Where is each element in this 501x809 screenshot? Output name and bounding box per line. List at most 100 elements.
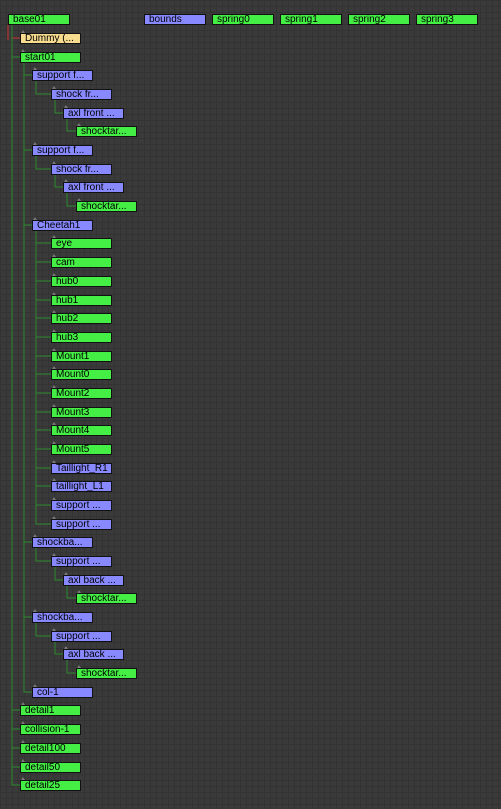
tree-node-shocktar[interactable]: shocktar... — [76, 593, 137, 604]
tree-node-axl-back[interactable]: axl back ... — [63, 575, 124, 586]
tree-node-shocktar[interactable]: shocktar... — [76, 126, 137, 137]
hierarchy-link — [35, 231, 51, 431]
node-label: spring1 — [285, 14, 318, 25]
tree-node-eye[interactable]: eye — [51, 238, 112, 249]
node-label: shocktar... — [81, 593, 127, 604]
tree-node-shock-fr[interactable]: shock fr... — [51, 89, 112, 100]
tree-node-support[interactable]: support ... — [51, 519, 112, 530]
tree-node-collision-1[interactable]: collision-1 — [20, 724, 81, 735]
node-label: hub3 — [56, 332, 79, 343]
tree-node-start01[interactable]: start01 — [20, 52, 81, 63]
node-label: detail25 — [25, 780, 61, 791]
tree-node-mount5[interactable]: Mount5 — [51, 444, 112, 455]
node-bounds[interactable]: bounds — [144, 14, 206, 25]
node-label: bounds — [149, 14, 182, 25]
hierarchy-link — [66, 119, 76, 132]
node-label: col-1 — [37, 687, 59, 698]
node-base01[interactable]: base01 — [8, 14, 70, 25]
hierarchy-link — [35, 81, 51, 95]
node-label: shock fr... — [56, 164, 99, 175]
tree-node-taillight-l1[interactable]: taillight_L1 — [51, 481, 112, 492]
tree-node-detail100[interactable]: detail100 — [20, 743, 81, 754]
node-label: detail1 — [25, 705, 55, 716]
node-label: spring2 — [353, 14, 386, 25]
tree-node-shock-fr[interactable]: shock fr... — [51, 164, 112, 175]
node-label: base01 — [13, 14, 46, 25]
node-label: Mount4 — [56, 425, 90, 436]
tree-node-support-f[interactable]: support f... — [32, 70, 93, 81]
hierarchy-link — [35, 156, 51, 170]
tree-node-cheetah1[interactable]: Cheetah1 — [32, 220, 93, 231]
node-spring1[interactable]: spring1 — [280, 14, 342, 25]
node-label: spring0 — [217, 14, 250, 25]
node-label: shocktar... — [81, 126, 127, 137]
node-label: eye — [56, 238, 73, 249]
node-label: support ... — [56, 556, 101, 567]
tree-node-shocktar[interactable]: shocktar... — [76, 201, 137, 212]
node-label: cam — [56, 257, 75, 268]
tree-node-support-f[interactable]: support f... — [32, 145, 93, 156]
tree-node-shockba[interactable]: shockba... — [32, 612, 93, 623]
node-label: Cheetah1 — [37, 220, 81, 231]
tree-node-taillight-r1[interactable]: Taillight_R1 — [51, 463, 112, 474]
node-label: Mount0 — [56, 369, 90, 380]
tree-node-detail1[interactable]: detail1 — [20, 705, 81, 716]
tree-node-axl-back[interactable]: axl back ... — [63, 649, 124, 660]
node-label: hub2 — [56, 313, 79, 324]
tree-node-support[interactable]: support ... — [51, 500, 112, 511]
node-label: axl front ... — [68, 182, 115, 193]
tree-node-mount2[interactable]: Mount2 — [51, 388, 112, 399]
hierarchy-link — [35, 231, 51, 394]
hierarchy-link — [35, 231, 51, 301]
node-label: Mount3 — [56, 407, 90, 418]
tree-node-mount1[interactable]: Mount1 — [51, 351, 112, 362]
hierarchy-link — [54, 100, 63, 114]
node-spring2[interactable]: spring2 — [348, 14, 410, 25]
tree-node-hub0[interactable]: hub0 — [51, 276, 112, 287]
hierarchy-link — [11, 25, 20, 749]
node-label: Taillight_R1 — [56, 463, 108, 474]
tree-node-support[interactable]: support ... — [51, 631, 112, 642]
tree-node-shockba[interactable]: shockba... — [32, 537, 93, 548]
hierarchy-link — [54, 175, 63, 188]
hierarchy-link — [66, 586, 76, 599]
tree-node-cam[interactable]: cam — [51, 257, 112, 268]
hierarchy-link — [35, 231, 51, 244]
node-label: shockba... — [37, 612, 83, 623]
tree-node-mount3[interactable]: Mount3 — [51, 407, 112, 418]
hierarchy-link — [35, 231, 51, 263]
hierarchy-link — [54, 567, 63, 581]
tree-node-hub1[interactable]: hub1 — [51, 295, 112, 306]
tree-node-shocktar[interactable]: shocktar... — [76, 668, 137, 679]
hierarchy-link — [11, 25, 20, 39]
node-label: Mount5 — [56, 444, 90, 455]
hierarchy-link — [11, 25, 20, 786]
hierarchy-link — [35, 231, 51, 357]
tree-node-axl-front[interactable]: axl front ... — [63, 108, 124, 119]
tree-node-hub3[interactable]: hub3 — [51, 332, 112, 343]
hierarchy-link — [35, 231, 51, 450]
tree-node-support[interactable]: support ... — [51, 556, 112, 567]
node-label: detail100 — [25, 743, 66, 754]
hierarchy-link — [66, 660, 76, 674]
node-label: Mount2 — [56, 388, 90, 399]
hierarchy-link — [35, 231, 51, 282]
tree-node-col-1[interactable]: col-1 — [32, 687, 93, 698]
hierarchy-link — [35, 231, 51, 469]
hierarchy-link — [23, 63, 32, 693]
tree-node-axl-front[interactable]: axl front ... — [63, 182, 124, 193]
hierarchy-link — [35, 231, 51, 375]
tree-node-detail25[interactable]: detail25 — [20, 780, 81, 791]
tree-node-mount4[interactable]: Mount4 — [51, 425, 112, 436]
tree-node-detail50[interactable]: detail50 — [20, 762, 81, 773]
tree-node-mount0[interactable]: Mount0 — [51, 369, 112, 380]
node-spring3[interactable]: spring3 — [416, 14, 478, 25]
node-label: spring3 — [421, 14, 454, 25]
hierarchy-link — [35, 231, 51, 338]
node-label: shockba... — [37, 537, 83, 548]
tree-node-hub2[interactable]: hub2 — [51, 313, 112, 324]
node-spring0[interactable]: spring0 — [212, 14, 274, 25]
hierarchy-link — [11, 25, 20, 730]
tree-node-dummy[interactable]: Dummy (... — [20, 33, 81, 44]
